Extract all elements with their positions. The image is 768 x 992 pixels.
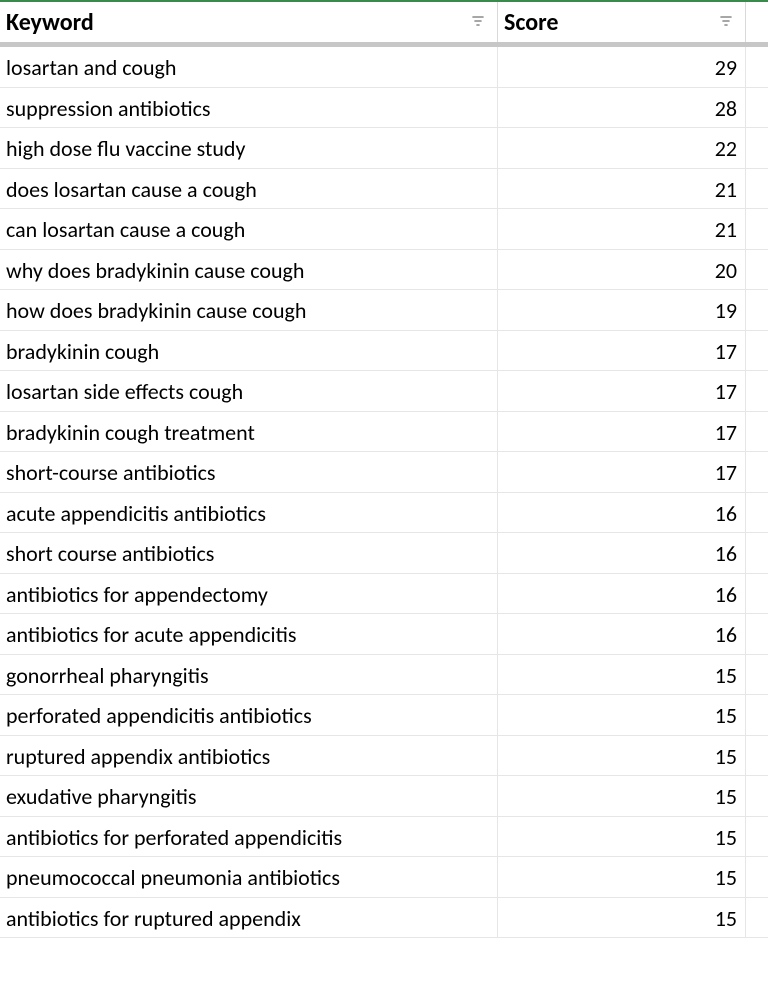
cell-score[interactable]: 20: [498, 250, 746, 290]
cell-score[interactable]: 16: [498, 493, 746, 533]
table-row[interactable]: can losartan cause a cough21: [0, 209, 768, 250]
cell-keyword[interactable]: antibiotics for ruptured appendix: [0, 898, 498, 938]
table-row[interactable]: ruptured appendix antibiotics15: [0, 736, 768, 777]
cell-keyword[interactable]: short-course antibiotics: [0, 452, 498, 492]
table-row[interactable]: perforated appendicitis antibiotics15: [0, 695, 768, 736]
column-header-keyword[interactable]: Keyword: [0, 2, 498, 42]
cell-score[interactable]: 29: [498, 47, 746, 87]
cell-keyword[interactable]: short course antibiotics: [0, 533, 498, 573]
table-row[interactable]: pneumococcal pneumonia antibiotics15: [0, 857, 768, 898]
cell-score[interactable]: 28: [498, 88, 746, 128]
filter-icon[interactable]: [719, 14, 735, 30]
table-header-row: Keyword Score: [0, 2, 768, 47]
cell-score[interactable]: 19: [498, 290, 746, 330]
cell-score[interactable]: 15: [498, 817, 746, 857]
cell-keyword[interactable]: antibiotics for acute appendicitis: [0, 614, 498, 654]
cell-keyword[interactable]: can losartan cause a cough: [0, 209, 498, 249]
cell-score[interactable]: 21: [498, 209, 746, 249]
cell-keyword[interactable]: antibiotics for appendectomy: [0, 574, 498, 614]
table-row[interactable]: antibiotics for perforated appendicitis1…: [0, 817, 768, 858]
spreadsheet-table: Keyword Score: [0, 0, 768, 938]
cell-score[interactable]: 16: [498, 533, 746, 573]
cell-score[interactable]: 22: [498, 128, 746, 168]
table-row[interactable]: exudative pharyngitis15: [0, 776, 768, 817]
cell-keyword[interactable]: does losartan cause a cough: [0, 169, 498, 209]
cell-keyword[interactable]: losartan side effects cough: [0, 371, 498, 411]
cell-score[interactable]: 16: [498, 614, 746, 654]
table-row[interactable]: acute appendicitis antibiotics16: [0, 493, 768, 534]
cell-score[interactable]: 15: [498, 898, 746, 938]
cell-keyword[interactable]: ruptured appendix antibiotics: [0, 736, 498, 776]
table-row[interactable]: how does bradykinin cause cough19: [0, 290, 768, 331]
cell-score[interactable]: 15: [498, 655, 746, 695]
table-row[interactable]: bradykinin cough17: [0, 331, 768, 372]
cell-keyword[interactable]: bradykinin cough treatment: [0, 412, 498, 452]
cell-score[interactable]: 17: [498, 412, 746, 452]
cell-keyword[interactable]: antibiotics for perforated appendicitis: [0, 817, 498, 857]
cell-keyword[interactable]: gonorrheal pharyngitis: [0, 655, 498, 695]
cell-keyword[interactable]: how does bradykinin cause cough: [0, 290, 498, 330]
table-row[interactable]: antibiotics for ruptured appendix15: [0, 898, 768, 939]
cell-keyword[interactable]: high dose flu vaccine study: [0, 128, 498, 168]
cell-score[interactable]: 15: [498, 695, 746, 735]
table-row[interactable]: why does bradykinin cause cough20: [0, 250, 768, 291]
cell-score[interactable]: 15: [498, 776, 746, 816]
table-body: losartan and cough29suppression antibiot…: [0, 47, 768, 938]
table-row[interactable]: antibiotics for appendectomy16: [0, 574, 768, 615]
cell-keyword[interactable]: pneumococcal pneumonia antibiotics: [0, 857, 498, 897]
cell-score[interactable]: 21: [498, 169, 746, 209]
cell-keyword[interactable]: suppression antibiotics: [0, 88, 498, 128]
table-row[interactable]: gonorrheal pharyngitis15: [0, 655, 768, 696]
cell-score[interactable]: 17: [498, 331, 746, 371]
cell-keyword[interactable]: perforated appendicitis antibiotics: [0, 695, 498, 735]
cell-score[interactable]: 17: [498, 371, 746, 411]
cell-keyword[interactable]: losartan and cough: [0, 47, 498, 87]
column-header-keyword-label: Keyword: [6, 8, 94, 37]
table-row[interactable]: high dose flu vaccine study22: [0, 128, 768, 169]
cell-keyword[interactable]: acute appendicitis antibiotics: [0, 493, 498, 533]
table-row[interactable]: losartan side effects cough17: [0, 371, 768, 412]
column-header-score[interactable]: Score: [498, 2, 746, 42]
table-row[interactable]: losartan and cough29: [0, 47, 768, 88]
cell-score[interactable]: 15: [498, 736, 746, 776]
cell-keyword[interactable]: bradykinin cough: [0, 331, 498, 371]
table-row[interactable]: bradykinin cough treatment17: [0, 412, 768, 453]
table-row[interactable]: suppression antibiotics28: [0, 88, 768, 129]
table-row[interactable]: short-course antibiotics17: [0, 452, 768, 493]
cell-score[interactable]: 17: [498, 452, 746, 492]
cell-score[interactable]: 15: [498, 857, 746, 897]
table-row[interactable]: short course antibiotics16: [0, 533, 768, 574]
table-row[interactable]: does losartan cause a cough21: [0, 169, 768, 210]
table-row[interactable]: antibiotics for acute appendicitis16: [0, 614, 768, 655]
column-header-score-label: Score: [504, 8, 559, 37]
cell-keyword[interactable]: exudative pharyngitis: [0, 776, 498, 816]
filter-icon[interactable]: [471, 14, 487, 30]
cell-keyword[interactable]: why does bradykinin cause cough: [0, 250, 498, 290]
cell-score[interactable]: 16: [498, 574, 746, 614]
